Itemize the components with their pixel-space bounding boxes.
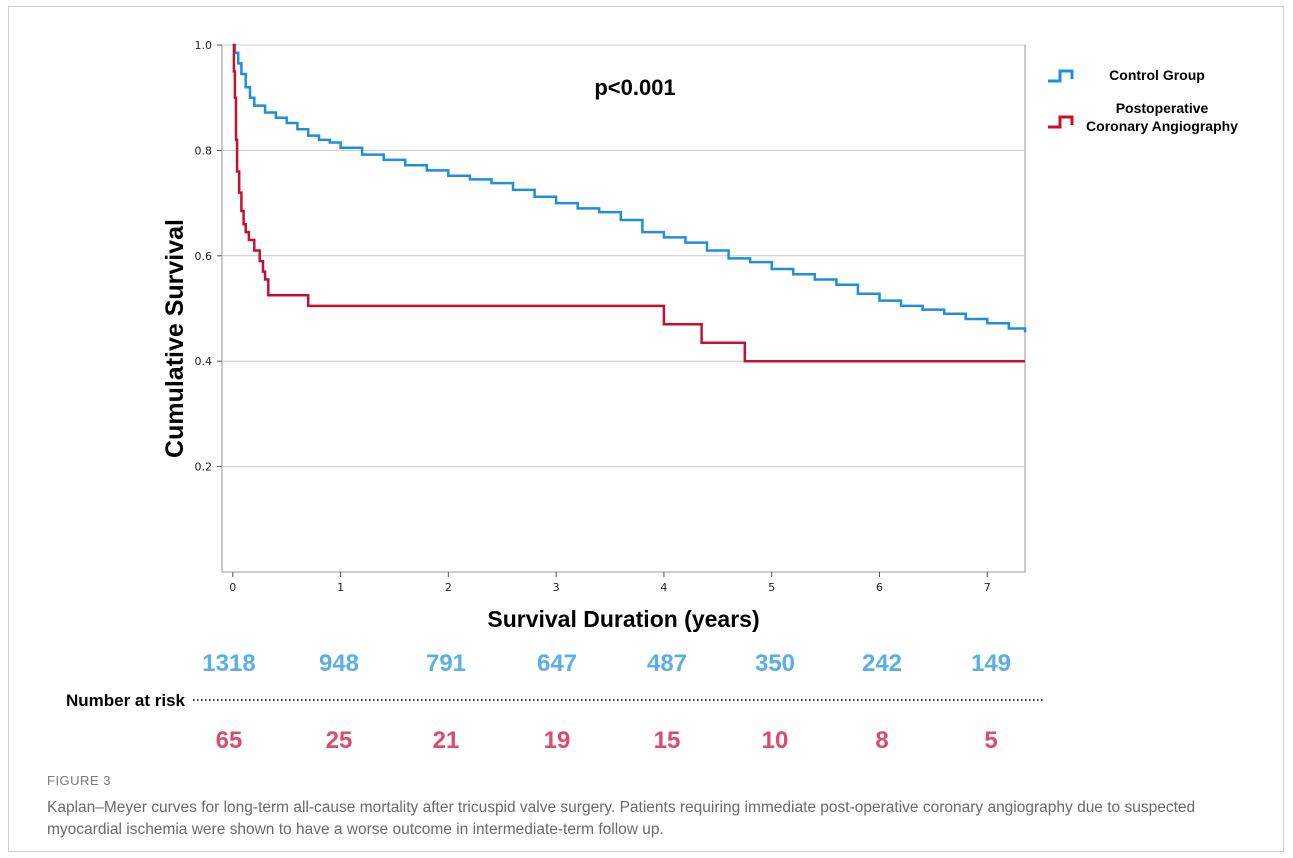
y-axis-label: Cumulative Survival — [161, 219, 189, 458]
series-line-control-group — [232, 43, 1027, 333]
y-tick-label: 1.0 — [195, 39, 213, 52]
x-tick-label: 0 — [229, 581, 236, 594]
risk-count-angiography: 21 — [433, 727, 460, 754]
risk-count-control: 242 — [862, 650, 902, 677]
y-tick-label: 0.4 — [195, 355, 213, 368]
risk-count-angiography: 8 — [875, 727, 888, 754]
x-tick-label: 1 — [337, 581, 344, 594]
risk-count-angiography: 10 — [762, 727, 789, 754]
kaplan-meier-chart: 0.2 0.4 0.6 0.8 1.0 0 1 2 3 4 5 6 7 Survival Duration… — [66, 39, 1238, 754]
risk-count-control: 791 — [426, 650, 466, 677]
plot-area — [221, 44, 1026, 573]
legend-label: Control Group — [1109, 67, 1205, 83]
series-line-angiography — [232, 43, 1025, 363]
figure-label: FIGURE 3 — [47, 773, 111, 788]
legend-swatch — [1048, 115, 1074, 129]
risk-count-control: 487 — [647, 650, 687, 677]
risk-count-angiography: 25 — [326, 727, 353, 754]
risk-count-angiography: 5 — [984, 727, 997, 754]
x-tick-label: 6 — [876, 581, 883, 594]
y-tick-label: 0.6 — [195, 250, 213, 263]
legend-label: Coronary Angiography — [1086, 118, 1238, 134]
risk-count-control: 948 — [319, 650, 359, 677]
risk-count-angiography: 19 — [544, 727, 571, 754]
x-tick-label: 7 — [984, 581, 991, 594]
p-value-annotation: p<0.001 — [594, 75, 675, 100]
risk-count-control: 350 — [755, 650, 795, 677]
x-tick-label: 4 — [660, 581, 667, 594]
risk-count-angiography: 65 — [216, 727, 243, 754]
x-tick-label: 2 — [445, 581, 452, 594]
risk-table-label: Number at risk — [66, 691, 186, 710]
risk-count-control: 149 — [971, 650, 1011, 677]
y-tick-label: 0.2 — [195, 461, 213, 474]
legend-label: Postoperative — [1116, 100, 1209, 116]
risk-count-control: 647 — [537, 650, 577, 677]
risk-count-angiography: 15 — [654, 727, 681, 754]
figure-caption: Kaplan–Meyer curves for long-term all-ca… — [47, 799, 1196, 838]
x-tick-label: 5 — [768, 581, 775, 594]
legend-swatch — [1048, 69, 1074, 83]
y-tick-label: 0.8 — [195, 144, 213, 157]
x-tick-label: 3 — [553, 581, 560, 594]
risk-count-control: 1318 — [202, 650, 255, 677]
figure-frame: 0.2 0.4 0.6 0.8 1.0 0 1 2 3 4 5 6 7 Survival Duration… — [8, 6, 1284, 852]
x-axis-label: Survival Duration (years) — [487, 606, 759, 632]
